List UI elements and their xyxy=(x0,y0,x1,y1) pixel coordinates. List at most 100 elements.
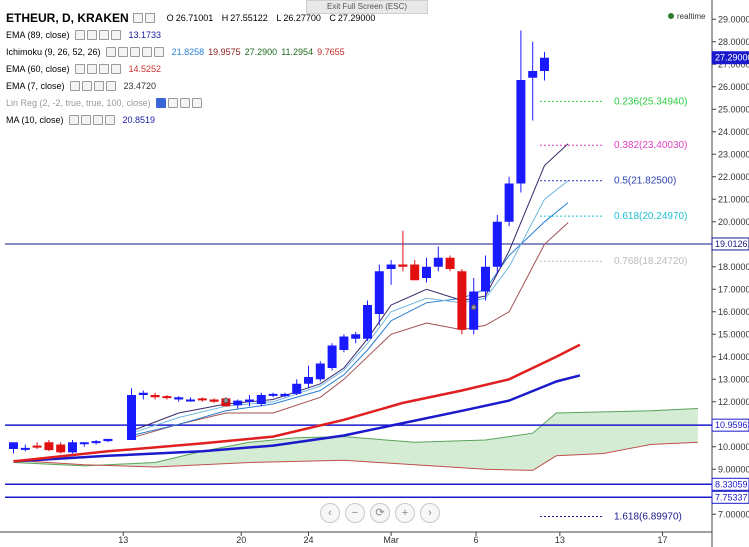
x-tick-label: 17 xyxy=(657,535,667,545)
realtime-label: realtime xyxy=(677,12,706,21)
y-tick-label: 12.000000 xyxy=(718,397,749,407)
indicator-ma10[interactable]: MA (10, close) 20.8519 xyxy=(6,114,156,125)
candle xyxy=(245,399,254,402)
y-tick-label: 23.000000 xyxy=(718,149,749,159)
add-icon[interactable] xyxy=(98,29,109,40)
indicator-ema7[interactable]: EMA (7, close) 23.4720 xyxy=(6,80,157,91)
visibility-icon[interactable] xyxy=(155,97,166,108)
y-tick-label: 26.000000 xyxy=(718,82,749,92)
candle xyxy=(68,442,77,453)
candle xyxy=(422,266,431,278)
indicator-ema89[interactable]: EMA (89, close) 13.1733 xyxy=(6,29,162,40)
candle xyxy=(197,398,207,401)
close-icon[interactable] xyxy=(191,97,202,108)
candle xyxy=(280,393,290,397)
candle xyxy=(339,336,349,350)
y-tick-label: 10.000000 xyxy=(718,442,749,452)
symbol-title[interactable]: ETHEUR, D, KRAKEN xyxy=(6,10,129,25)
x-tick-label: Mar xyxy=(383,535,399,545)
fib-level-label: 0.618(20.24970) xyxy=(614,211,687,222)
fib-level-label: 0.382(23.40030) xyxy=(614,140,687,151)
symbol-dropdown-icon[interactable] xyxy=(132,12,143,23)
candle xyxy=(186,399,195,402)
close-icon[interactable] xyxy=(104,114,115,125)
add-icon[interactable] xyxy=(179,97,190,108)
add-icon[interactable] xyxy=(92,114,103,125)
indicator-ema60[interactable]: EMA (60, close) 14.5252 xyxy=(6,63,162,74)
visibility-icon[interactable] xyxy=(74,63,85,74)
settings-icon[interactable] xyxy=(167,97,178,108)
price-label: 27.29000 xyxy=(715,53,749,63)
add-icon[interactable] xyxy=(141,46,152,57)
ema7-line xyxy=(131,143,569,432)
scroll-right-button[interactable]: › xyxy=(420,503,440,523)
zoom-out-button[interactable]: − xyxy=(345,503,365,523)
fib-level-label: 0.5(21.82500) xyxy=(614,176,676,187)
y-tick-label: 29.000000 xyxy=(718,14,749,24)
add-icon[interactable] xyxy=(98,63,109,74)
ma10-line xyxy=(131,202,569,436)
visibility-icon[interactable] xyxy=(68,114,79,125)
candle xyxy=(209,399,219,402)
candle xyxy=(445,257,455,269)
settings-icon[interactable] xyxy=(81,80,92,91)
settings-icon[interactable] xyxy=(86,63,97,74)
y-tick-label: 9.000000 xyxy=(718,464,749,474)
zoom-in-button[interactable]: + xyxy=(395,503,415,523)
y-tick-label: 14.000000 xyxy=(718,352,749,362)
settings-icon[interactable] xyxy=(80,114,91,125)
settings-icon[interactable] xyxy=(117,46,128,57)
scroll-left-button[interactable]: ‹ xyxy=(320,503,340,523)
indicator-linreg[interactable]: Lin Reg (2, -2, true, true, 100, close) xyxy=(6,94,381,111)
indicator-value: 13.1733 xyxy=(128,29,162,40)
ichimoku-tenkan-value: 21.8258 xyxy=(171,46,205,57)
close-icon[interactable] xyxy=(110,29,121,40)
reset-button[interactable]: ⟳ xyxy=(370,503,390,523)
chikou-point xyxy=(471,304,477,310)
ema60-line xyxy=(13,343,581,463)
x-tick-label: 6 xyxy=(474,535,479,545)
y-tick-label: 21.000000 xyxy=(718,194,749,204)
candle xyxy=(374,271,384,314)
ichimoku-span-b-value: 9.7655 xyxy=(317,46,345,57)
candle xyxy=(150,395,160,398)
candle xyxy=(174,397,184,400)
fib-level-label: 0.236(25.34940) xyxy=(614,96,687,107)
y-tick-label: 18.000000 xyxy=(718,262,749,272)
chart-navigation: ‹ − ⟳ + › xyxy=(320,503,440,523)
candle xyxy=(540,57,549,71)
candle xyxy=(138,392,148,395)
candle xyxy=(516,80,526,184)
close-icon[interactable] xyxy=(153,46,164,57)
candle xyxy=(9,442,18,449)
price-label: 8.33059 xyxy=(715,479,748,489)
add-icon[interactable] xyxy=(93,80,104,91)
y-tick-label: 16.000000 xyxy=(718,307,749,317)
candle xyxy=(315,363,325,380)
visibility-icon[interactable] xyxy=(105,46,116,57)
close-icon[interactable] xyxy=(105,80,116,91)
close-icon[interactable] xyxy=(110,63,121,74)
x-tick-label: 13 xyxy=(118,535,128,545)
candle xyxy=(504,183,514,222)
ichimoku-kijun-value: 19.9575 xyxy=(208,46,241,57)
visibility-icon[interactable] xyxy=(74,29,85,40)
visibility-icon[interactable] xyxy=(69,80,80,91)
price-label: 10.95963 xyxy=(715,420,749,430)
ichimoku-span-a-value: 11.2954 xyxy=(281,46,314,57)
ichimoku-cloud xyxy=(13,408,698,471)
lock-icon[interactable] xyxy=(129,46,140,57)
settings-icon[interactable] xyxy=(86,29,97,40)
y-tick-label: 7.000000 xyxy=(718,509,749,519)
indicator-ichimoku[interactable]: Ichimoku (9, 26, 52, 26) 21.8258 19.9575… xyxy=(6,46,345,57)
symbol-settings-icon[interactable] xyxy=(144,12,155,23)
candle xyxy=(363,305,372,339)
candle xyxy=(528,71,538,78)
ohlc-values: O 26.71001 H 27.55122 L 26.27700 C 27.29000 xyxy=(166,12,376,23)
status-dot-icon xyxy=(668,13,674,19)
candle xyxy=(103,438,113,442)
candle xyxy=(469,291,479,330)
